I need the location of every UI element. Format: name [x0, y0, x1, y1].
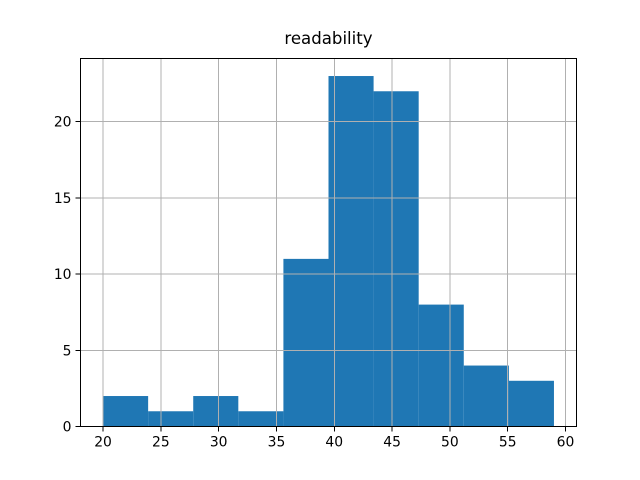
x-tick-label: 55 — [499, 435, 517, 451]
x-tick-label: 60 — [557, 435, 575, 451]
histogram-bar — [508, 380, 554, 427]
histogram-bar — [418, 304, 464, 427]
histogram-bar — [238, 411, 284, 427]
x-tick-label: 45 — [383, 435, 401, 451]
y-tick-label: 0 — [63, 420, 72, 436]
axes-spines — [80, 58, 577, 427]
histogram-bar — [373, 91, 419, 427]
tick-labels-layer: 20 25 30 35 40 45 50 55 60 0 5 10 15 20 — [54, 115, 575, 451]
histogram-bar — [148, 411, 194, 427]
x-tick-label: 40 — [325, 435, 343, 451]
x-tick-label: 30 — [210, 435, 228, 451]
x-tick-label: 25 — [152, 435, 170, 451]
x-tick-label: 35 — [268, 435, 286, 451]
x-tick-label: 20 — [94, 435, 112, 451]
x-tick-label: 50 — [441, 435, 459, 451]
histogram-bar — [283, 258, 329, 427]
histogram-bar — [193, 396, 239, 427]
y-tick-label: 5 — [63, 343, 72, 359]
chart-title: readability — [284, 29, 372, 48]
histogram-bar — [103, 396, 149, 427]
histogram-bar — [463, 365, 509, 427]
histogram-bar — [328, 76, 374, 427]
y-tick-label: 10 — [54, 267, 72, 283]
y-tick-label: 15 — [54, 191, 72, 207]
axes-layer — [75, 58, 577, 432]
y-tick-label: 20 — [54, 115, 72, 131]
bars-layer — [103, 76, 554, 427]
